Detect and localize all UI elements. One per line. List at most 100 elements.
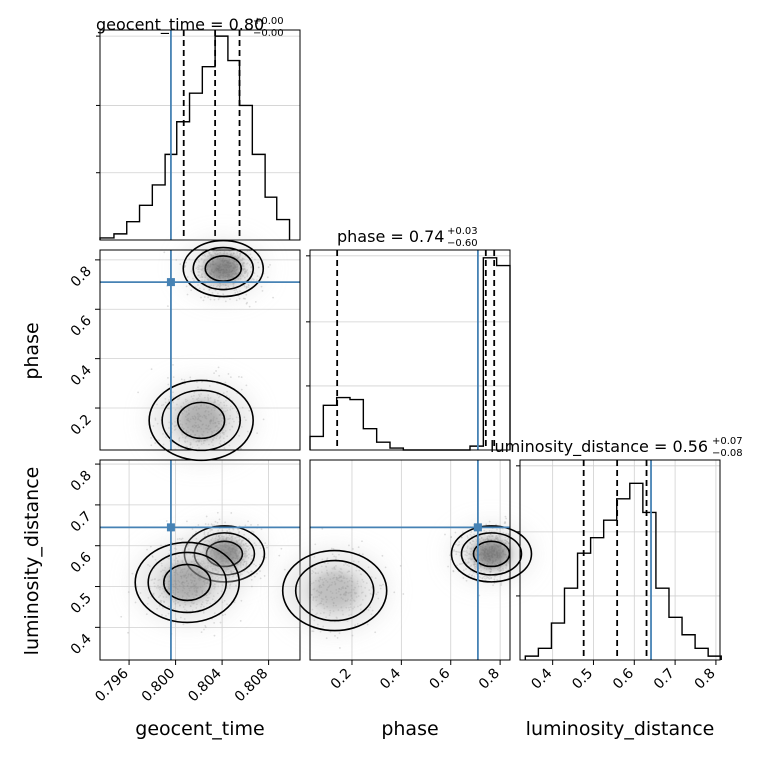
panel-hist-luminosity_distance: 0.4 0.5 0.6 0.7 0.8 [516,459,722,693]
hist-bar [564,588,577,660]
sample-point [500,582,503,584]
sample-point [238,297,241,300]
hist-bar [630,483,643,660]
sample-point [207,523,210,526]
panel-2d-luminosity_distance-vs-geocent_time: 0.796 0.800 0.804 0.808 0.4 0.5 0.6 0.7 0.8 [68,459,301,705]
density-core [311,570,359,611]
xtick-label: 0.6 [427,665,454,692]
panel-frame [519,459,721,661]
sample-point [213,524,215,527]
sample-point [266,546,268,549]
sample-point [461,531,464,534]
contour-line [163,563,212,602]
sample-point [213,372,215,375]
sample-point [176,538,179,541]
sample-point [189,376,192,379]
sample-point [216,511,219,514]
hist-bar [265,197,277,240]
sample-point [278,554,281,557]
contour-line [204,255,243,282]
xtick-label: 0.6 [610,665,637,692]
sample-point [495,523,497,526]
density-core [205,254,242,283]
sample-point [181,537,184,540]
sample-point [454,531,457,534]
contour-line [147,551,228,614]
ytick-label: 0.6 [68,549,95,576]
sample-point [485,523,488,526]
density-core [177,400,225,441]
sample-point [452,570,455,572]
ytick-label: 0.4 [68,362,95,389]
sample-point [330,547,333,550]
sample-point [478,594,481,597]
sample-point [216,521,219,524]
sample-point [150,368,153,371]
sample-point [235,299,238,302]
hist-bar [190,93,203,240]
sample-point [253,575,256,578]
hist-bar [240,105,253,240]
sample-point [260,285,263,288]
sample-point [211,524,214,527]
sample-point [195,531,197,533]
hist-bar [337,398,350,450]
ytick-label: 0.7 [68,508,95,535]
hist-bar [538,648,551,660]
hist-bar [152,185,165,240]
sample-point [240,599,243,602]
sample-point [339,647,341,649]
sample-point [120,615,123,618]
sample-point [450,536,453,539]
sample-point [205,515,208,518]
sample-point [182,623,185,626]
sample-point [361,540,363,543]
hist-bar [252,154,265,240]
sample-point [325,637,328,640]
contour-line [182,239,265,298]
hist-bar [323,405,336,450]
sample-point [179,263,182,265]
sample-point [218,374,221,377]
hist-bar [497,266,510,450]
xlabel-geocent-time: geocent_time [135,718,264,740]
sample-point [207,296,210,299]
sample-point [266,276,269,279]
sample-point [264,556,267,559]
sample-point [167,376,169,379]
hist-title-phase-plus: +0.03 [447,226,478,237]
sample-point [183,379,186,381]
sample-point [214,520,217,523]
sample-point [312,630,315,633]
sample-point [280,547,283,550]
sample-point [245,384,248,387]
hist-bar [591,538,604,660]
hist-bar [682,635,695,660]
sample-point [256,572,258,575]
contour-line [176,401,226,440]
sample-point [452,570,455,573]
sample-point [250,578,253,581]
hist-step-line [524,482,722,660]
xtick-label: 0.4 [528,665,555,692]
xtick-label: 0.8 [476,666,503,693]
sample-point [283,568,286,571]
hist-title-phase-minus: −0.60 [447,238,478,249]
hist-bar [551,623,564,660]
xlabel-luminosity-distance: luminosity_distance [526,718,715,740]
sample-point [204,624,207,627]
ytick-label: 0.5 [68,590,95,617]
sample-point [329,630,332,633]
hist-bar [228,61,240,240]
sample-point [127,631,129,634]
sample-point [465,579,468,582]
sample-point [238,375,240,378]
hist-bar [617,499,630,660]
panel-2d-phase-vs-geocent_time: 0.2 0.4 0.6 0.8 [68,239,301,462]
sample-point [175,259,178,261]
ytick-label: 0.8 [68,468,95,495]
sample-point [381,554,384,557]
sample-point [165,520,168,522]
hist-bar [140,205,153,240]
sample-point [351,634,354,637]
